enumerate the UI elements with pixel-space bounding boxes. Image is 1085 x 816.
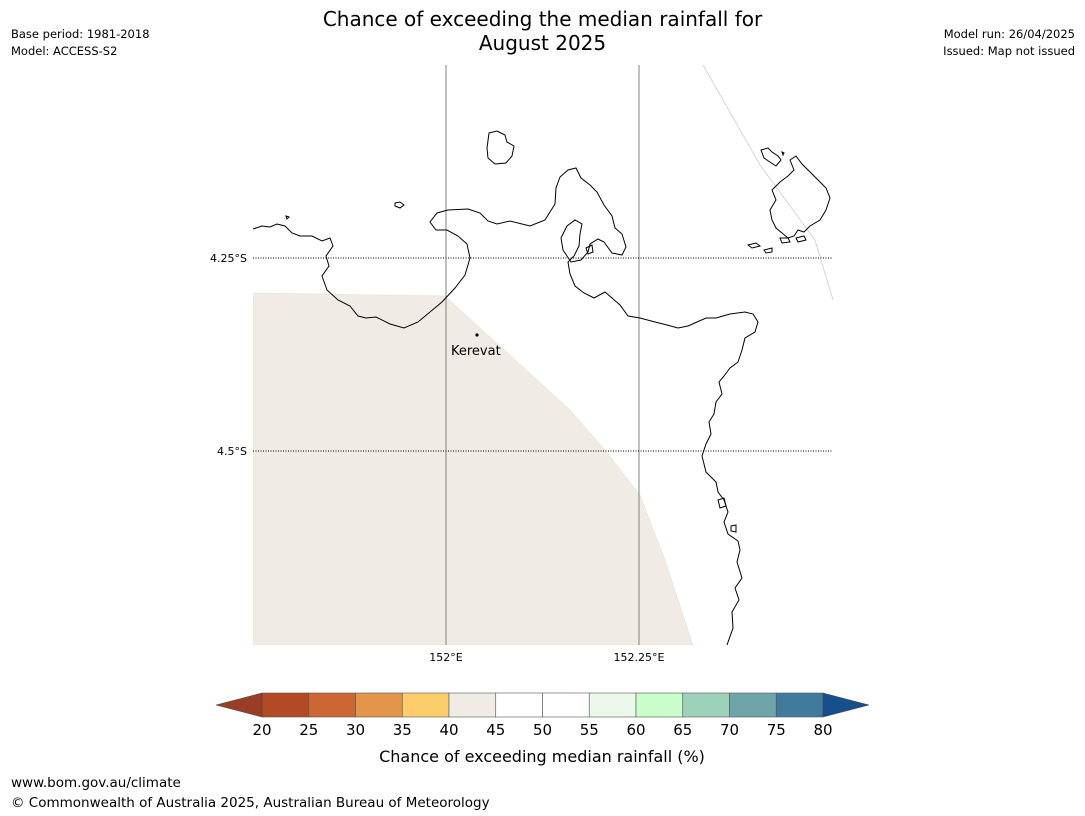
model-run-text: Model run: 26/04/2025 (943, 27, 1075, 41)
colorbar-segment (729, 692, 777, 718)
colorbar-tick-label: 45 (486, 721, 505, 739)
lat-label: 4.25°S (210, 252, 247, 265)
model-text: Model: ACCESS-S2 (11, 44, 118, 58)
colorbar-under-arrow (215, 692, 263, 718)
shaded-region (253, 292, 694, 645)
colorbar-label: Chance of exceeding median rainfall (%) (379, 747, 705, 766)
colorbar-over-arrow (822, 692, 870, 718)
colorbar-segment (401, 692, 450, 718)
footer-url[interactable]: www.bom.gov.au/climate (11, 775, 181, 791)
colorbar-tick-label: 35 (393, 721, 412, 739)
footer-copyright: © Commonwealth of Australia 2025, Austra… (11, 795, 490, 811)
colorbar-tick-label: 75 (767, 721, 786, 739)
colorbar-segment (308, 692, 356, 718)
colorbar-tick-label: 20 (252, 721, 271, 739)
place-label: Kerevat (451, 344, 501, 359)
lon-label: 152.25°E (614, 651, 665, 664)
colorbar-segment (355, 692, 403, 718)
colorbar-tick-label: 25 (299, 721, 318, 739)
map-title-line1: Chance of exceeding the median rainfall … (322, 7, 763, 31)
colorbar-tick-label: 60 (626, 721, 645, 739)
meta-left: Base period: 1981-2018 Model: ACCESS-S2 (11, 26, 150, 60)
colorbar-segment (682, 692, 730, 718)
colorbar-segment (542, 692, 590, 718)
colorbar-segment (495, 692, 543, 718)
lon-label: 152°E (429, 651, 462, 664)
colorbar-tick-label: 65 (673, 721, 692, 739)
coastline (253, 130, 831, 645)
colorbar-tick-label: 30 (346, 721, 365, 739)
colorbar-tick-label: 40 (439, 721, 458, 739)
map-title: Chance of exceeding the median rainfall … (0, 7, 1085, 55)
colorbar-segment (775, 692, 824, 718)
lat-label: 4.5°S (217, 445, 247, 458)
base-period-text: Base period: 1981-2018 (11, 27, 150, 41)
issued-text: Issued: Map not issued (943, 44, 1075, 58)
colorbar-tick-label: 70 (720, 721, 739, 739)
colorbar-tick-label: 80 (813, 721, 832, 739)
colorbar: 20 25 30 35 40 45 50 55 60 65 70 75 80 Chance of exc… (215, 692, 870, 766)
colorbar-segment (448, 692, 497, 718)
meta-right: Model run: 26/04/2025 Issued: Map not is… (943, 26, 1075, 60)
colorbar-tick-label: 50 (533, 721, 552, 739)
colorbar-segment (588, 692, 637, 718)
boundary-line (702, 65, 833, 301)
place-marker (475, 333, 479, 337)
colorbar-tick-label: 55 (580, 721, 599, 739)
colorbar-segment (635, 692, 684, 718)
map-title-line2: August 2025 (478, 31, 607, 55)
colorbar-segment (261, 692, 310, 718)
